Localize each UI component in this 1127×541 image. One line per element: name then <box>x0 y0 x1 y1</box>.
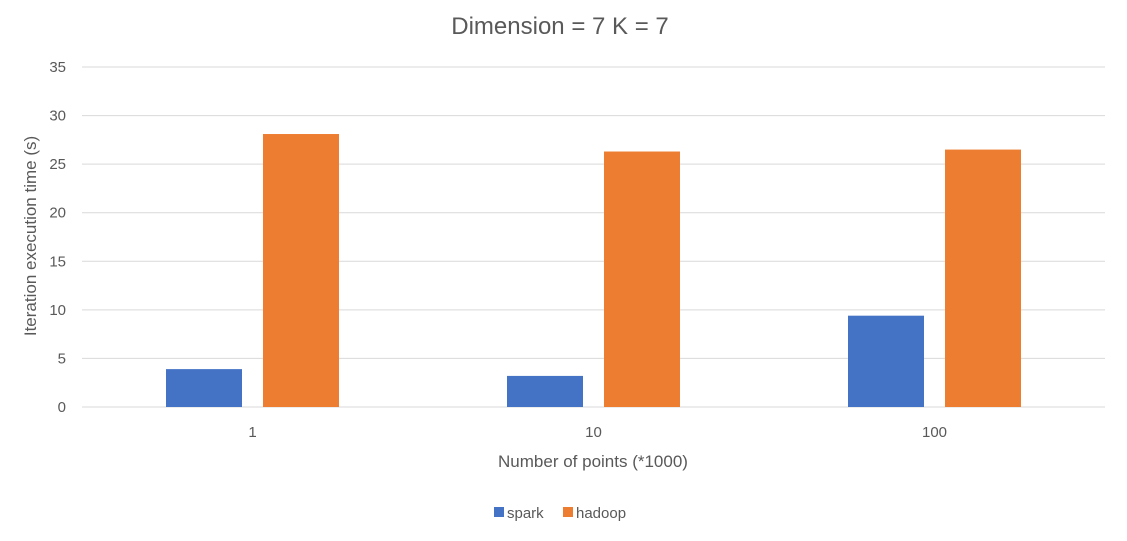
legend: spark hadoop <box>494 505 626 522</box>
y-tick-label: 10 <box>49 302 66 319</box>
y-axis-tick-labels: 0 5 10 15 20 25 30 35 <box>49 59 66 416</box>
y-tick-label: 5 <box>58 350 66 367</box>
legend-label-hadoop: hadoop <box>576 505 626 522</box>
y-tick-label: 25 <box>49 156 66 173</box>
x-axis-tick-labels: 1 10 100 <box>248 424 947 441</box>
legend-swatch-spark <box>494 507 504 517</box>
x-tick-label: 100 <box>922 424 947 441</box>
legend-swatch-hadoop <box>563 507 573 517</box>
bars <box>166 134 1021 408</box>
bar-hadoop-1 <box>263 134 339 407</box>
y-axis-title: Iteration execution time (s) <box>21 136 40 336</box>
gridlines <box>82 66 1105 408</box>
chart-title: Dimension = 7 K = 7 <box>451 13 668 40</box>
bar-spark-10 <box>507 375 583 407</box>
bar-spark-1 <box>166 369 242 407</box>
x-tick-label: 1 <box>248 424 256 441</box>
legend-label-spark: spark <box>507 505 544 522</box>
y-tick-label: 20 <box>49 205 66 222</box>
bar-hadoop-10 <box>604 151 680 407</box>
bar-spark-100 <box>848 315 924 407</box>
y-tick-label: 0 <box>58 399 66 416</box>
x-axis-title: Number of points (*1000) <box>498 452 688 471</box>
x-tick-label: 10 <box>585 424 602 441</box>
bar-hadoop-100 <box>945 149 1021 408</box>
y-tick-label: 15 <box>49 253 66 270</box>
y-tick-label: 30 <box>49 108 66 125</box>
y-tick-label: 35 <box>49 59 66 76</box>
